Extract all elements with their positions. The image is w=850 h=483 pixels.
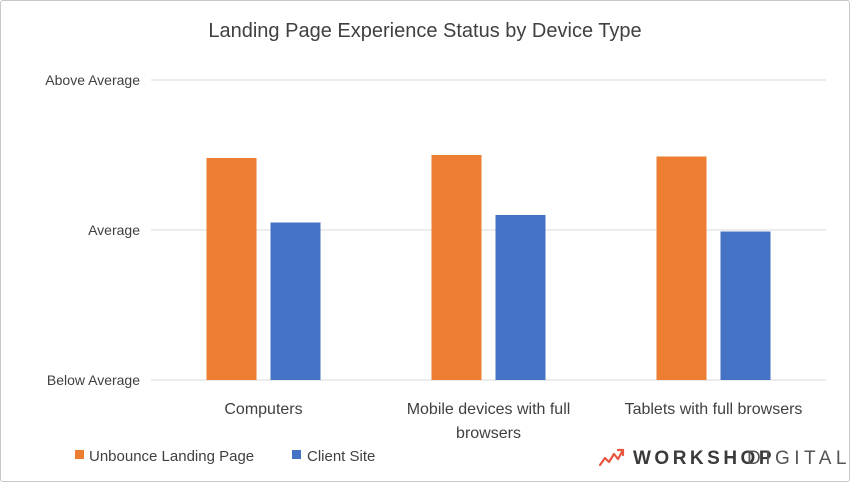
logo-word-digital: DIGITAL	[747, 448, 850, 469]
bar-client-site-2	[720, 231, 771, 380]
legend-swatch-unbounce	[75, 450, 84, 459]
bar-unbounce-1	[431, 155, 482, 380]
legend: Unbounce Landing Page Client Site	[75, 448, 375, 465]
x-tick-label: Computers	[224, 401, 302, 418]
y-tick-label: Average	[88, 222, 140, 238]
x-tick-label: Tablets with full browsers	[625, 401, 803, 418]
legend-label-unbounce: Unbounce Landing Page	[89, 448, 254, 465]
y-tick-label: Above Average	[45, 72, 140, 88]
logo-word-workshop: WORKSHOP	[633, 448, 775, 469]
bar-unbounce-2	[656, 156, 707, 380]
trend-line-icon	[598, 448, 625, 467]
x-axis-labels: Computers Mobile devices with full browser…	[224, 401, 802, 442]
bar-unbounce-0	[206, 158, 257, 380]
grid-lines	[151, 79, 826, 381]
bars	[206, 155, 771, 380]
workshop-digital-logo: WORKSHOP DIGITAL	[598, 448, 850, 469]
x-tick-label: browsers	[456, 425, 521, 442]
bar-client-site-1	[495, 215, 546, 380]
x-tick-label: Mobile devices with full	[407, 401, 571, 418]
legend-label-client-site: Client Site	[307, 448, 375, 465]
chart-title: Landing Page Experience Status by Device…	[208, 20, 641, 42]
bar-client-site-0	[270, 222, 321, 380]
y-tick-label: Below Average	[47, 372, 140, 388]
y-axis-labels: Below Average Average Above Average	[45, 72, 140, 388]
legend-swatch-client-site	[292, 450, 301, 459]
